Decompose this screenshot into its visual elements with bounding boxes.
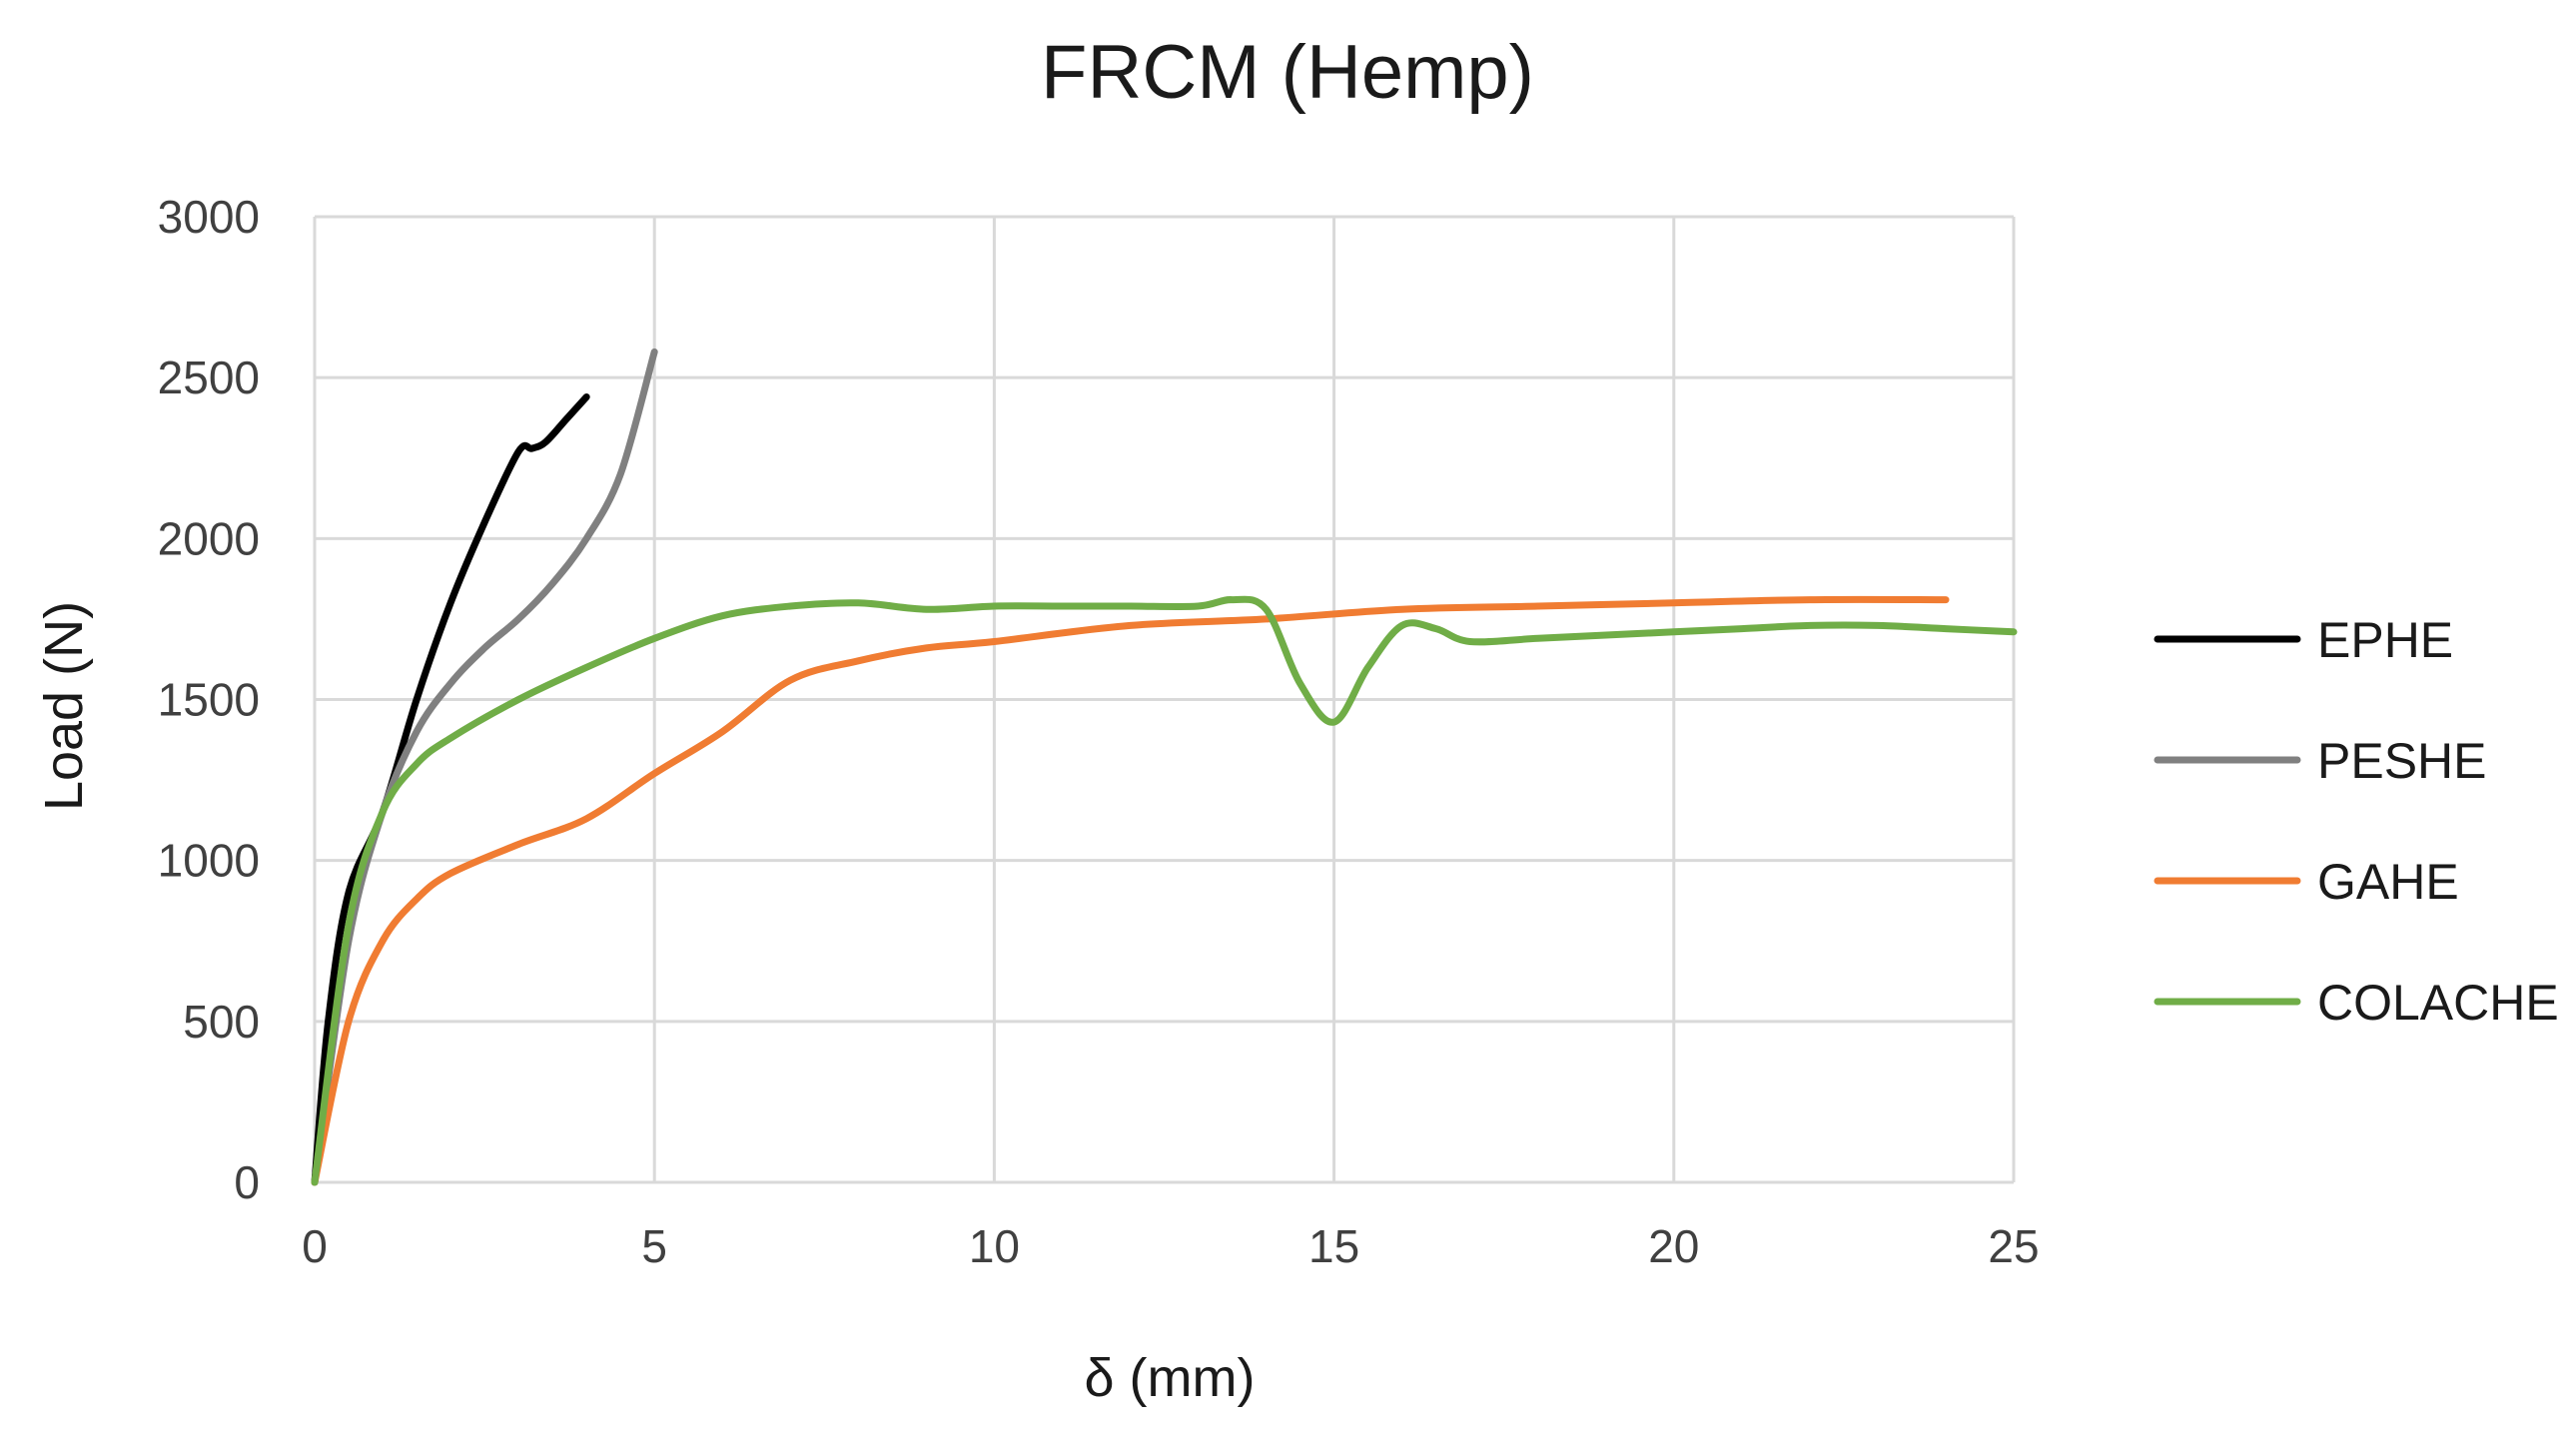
- y-tick-label: 1000: [158, 835, 260, 887]
- chart-title: FRCM (Hemp): [1041, 30, 1534, 115]
- legend-label: EPHE: [2317, 612, 2453, 668]
- x-tick-label: 25: [1988, 1220, 2039, 1272]
- x-tick-label: 10: [969, 1220, 1020, 1272]
- y-axis-title: Load (N): [34, 601, 94, 811]
- series-line-ephe: [311, 393, 590, 1186]
- y-tick-label: 1500: [158, 674, 260, 726]
- x-tick-label: 5: [641, 1220, 667, 1272]
- series-line-colache: [311, 595, 2018, 1186]
- legend-label: GAHE: [2317, 854, 2459, 910]
- y-tick-label: 3000: [158, 191, 260, 243]
- x-tick-labels: 0 5 10 15 20 25: [302, 1220, 2039, 1272]
- y-tick-label: 500: [183, 996, 260, 1048]
- y-tick-labels: 0 500 1000 1500 2000 2500 3000: [158, 191, 260, 1208]
- grid-lines: [313, 215, 2016, 1184]
- series-line-peshe: [311, 348, 658, 1186]
- y-tick-label: 2500: [158, 352, 260, 403]
- x-tick-label: 15: [1308, 1220, 1359, 1272]
- legend-label: PESHE: [2317, 733, 2487, 789]
- x-axis-title: δ (mm): [1085, 1348, 1256, 1408]
- legend-label: COLACHE: [2317, 975, 2559, 1031]
- x-tick-label: 0: [302, 1220, 328, 1272]
- y-tick-label: 0: [234, 1156, 260, 1208]
- y-tick-label: 2000: [158, 512, 260, 564]
- series-line-gahe: [311, 595, 1950, 1186]
- x-tick-label: 20: [1648, 1220, 1699, 1272]
- series-lines: [311, 348, 2018, 1186]
- legend: EPHE PESHE GAHE COLACHE: [2153, 612, 2559, 1031]
